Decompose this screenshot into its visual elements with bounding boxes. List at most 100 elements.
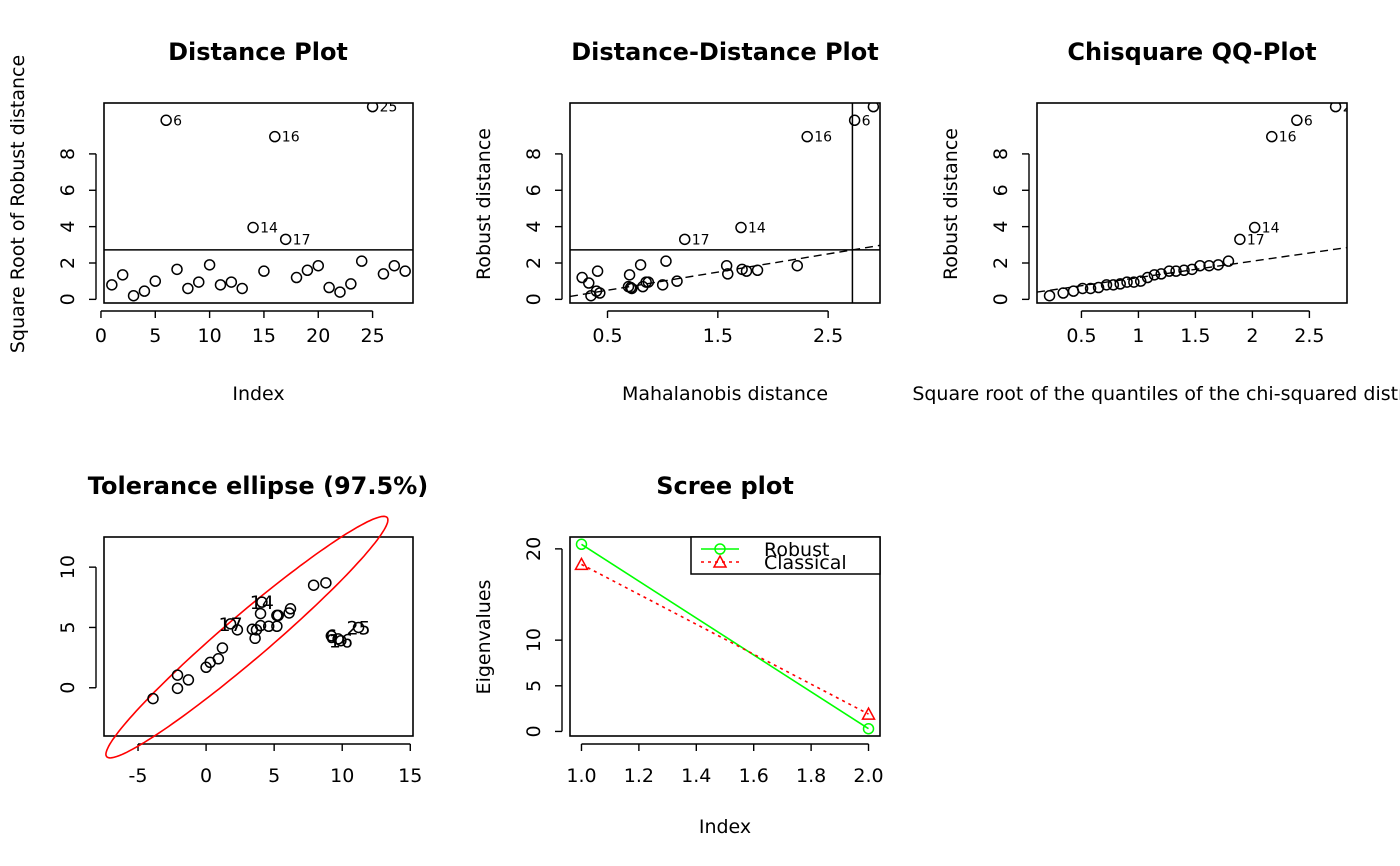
data-point xyxy=(231,624,244,636)
data-point xyxy=(735,221,747,234)
data-point xyxy=(149,275,162,287)
x-tick-label: 0 xyxy=(200,765,212,787)
data-point xyxy=(1114,278,1126,290)
point-label: 6 xyxy=(173,113,182,129)
data-point xyxy=(576,271,588,284)
data-point xyxy=(388,259,401,272)
point-label: 6 xyxy=(325,626,337,648)
plot-area: 6 14 16 17 25 xyxy=(104,103,413,302)
data-point xyxy=(624,281,637,294)
y-tick-label: 6 xyxy=(523,184,545,196)
y-tick-label: 2 xyxy=(57,257,79,269)
data-point xyxy=(1178,264,1190,277)
data-point xyxy=(271,620,283,632)
series-marker xyxy=(574,556,589,571)
data-point xyxy=(307,579,320,591)
point-label: 16 xyxy=(814,130,832,146)
x-tick-label: 10 xyxy=(198,325,222,347)
x-tick-label: 1.5 xyxy=(703,325,733,347)
series-marker xyxy=(861,706,876,720)
x-tick-label: 1.8 xyxy=(796,765,826,787)
data-point xyxy=(1043,289,1056,302)
chart-title: Distance-Distance Plot xyxy=(571,38,878,66)
point-label: 17 xyxy=(293,232,311,248)
tolerance-ellipse xyxy=(105,515,389,759)
data-point xyxy=(591,265,604,277)
x-tick-label: 1.4 xyxy=(681,765,711,787)
data-point xyxy=(1155,268,1167,280)
series-marker xyxy=(862,722,875,735)
data-point xyxy=(127,289,140,302)
chart-title: Distance Plot xyxy=(168,38,348,66)
data-point xyxy=(312,259,325,272)
x-tick-label: 0.5 xyxy=(592,325,622,347)
point-label: 14 xyxy=(1262,221,1280,237)
legend-marker xyxy=(712,554,728,568)
y-tick-label: 8 xyxy=(990,148,1012,160)
data-point xyxy=(256,596,268,608)
data-point xyxy=(1092,281,1105,294)
data-point xyxy=(660,255,672,267)
data-point xyxy=(216,642,229,654)
data-point xyxy=(269,130,281,143)
data-point xyxy=(106,279,118,291)
data-point xyxy=(791,259,804,272)
data-point xyxy=(751,264,764,277)
point-label: 14 xyxy=(748,221,766,237)
data-point xyxy=(320,577,332,589)
plot-area: 17 14 16 6 25 xyxy=(570,103,880,303)
data-point xyxy=(399,265,411,277)
data-point xyxy=(236,282,248,295)
data-point xyxy=(678,233,691,246)
x-tick-label: 5 xyxy=(149,325,161,347)
x-axis-label: Index xyxy=(699,816,751,838)
y-tick-label: 8 xyxy=(57,148,79,160)
legend-label: Classical xyxy=(764,552,847,574)
data-point xyxy=(1248,221,1261,234)
y-tick-label: 5 xyxy=(523,680,545,692)
y-tick-label: 8 xyxy=(523,148,545,160)
x-tick-label: 2.5 xyxy=(1294,325,1324,347)
series-line-robust xyxy=(581,543,869,730)
y-axis-label: Robust distance xyxy=(940,128,962,280)
x-tick-label: 10 xyxy=(330,765,354,787)
data-point xyxy=(848,114,861,127)
y-axis-label: Square Root of Robust distance xyxy=(7,55,29,353)
y-tick-label: 4 xyxy=(523,221,545,233)
data-point xyxy=(1148,269,1161,281)
point-label: 17 xyxy=(1247,232,1265,248)
data-point xyxy=(254,607,267,620)
data-point xyxy=(1100,279,1113,291)
y-tick-label: 10 xyxy=(523,628,545,652)
data-point xyxy=(634,259,647,271)
data-point xyxy=(1222,255,1235,267)
y-tick-label: 10 xyxy=(57,555,79,579)
data-point xyxy=(249,632,261,645)
data-point xyxy=(335,634,347,647)
point-label: 25 xyxy=(346,617,370,639)
data-point xyxy=(258,265,270,277)
x-tick-label: 1 xyxy=(1132,325,1144,347)
x-tick-label: 2.0 xyxy=(853,765,883,787)
data-point xyxy=(722,268,734,280)
data-point xyxy=(290,271,303,284)
y-tick-label: 6 xyxy=(57,184,79,196)
data-point xyxy=(1194,259,1206,272)
data-point xyxy=(671,275,683,287)
point-label: 17 xyxy=(219,614,243,636)
data-point xyxy=(594,287,606,299)
data-point xyxy=(1107,279,1120,291)
data-point xyxy=(301,264,314,277)
x-tick-label: 25 xyxy=(360,325,384,347)
chart-title: Chisquare QQ-Plot xyxy=(1067,38,1316,66)
plot-frame xyxy=(1036,102,1348,304)
y-tick-label: 0 xyxy=(57,682,79,694)
x-tick-label: 0.5 xyxy=(1066,325,1096,347)
data-point xyxy=(1234,233,1246,246)
data-point xyxy=(171,669,184,681)
data-point xyxy=(212,653,225,665)
data-point xyxy=(801,130,813,143)
x-tick-label: 15 xyxy=(398,765,422,787)
point-label: 14 xyxy=(250,592,274,614)
data-point xyxy=(214,279,227,291)
